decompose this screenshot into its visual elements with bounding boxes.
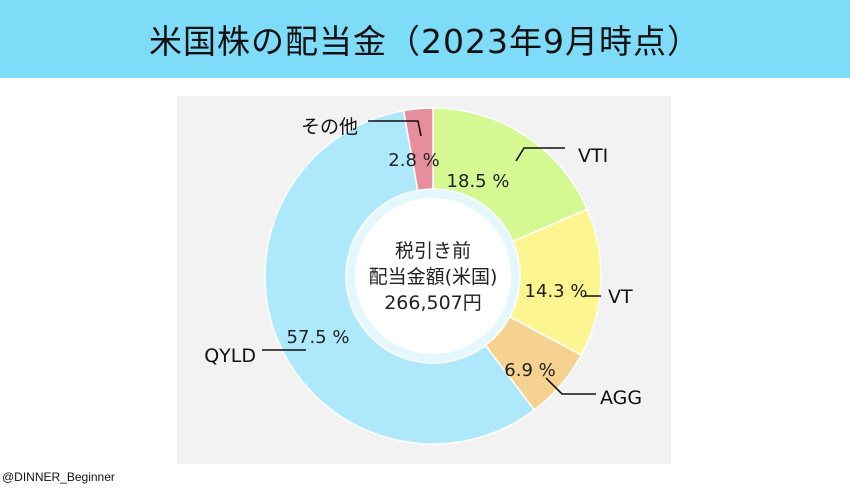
data-label-1: 18.5 % [447,171,510,192]
data-label-2: 14.3 % [525,281,588,302]
page-title: 米国株の配当金（2023年9月時点） [149,22,701,61]
leader-line-1 [515,147,565,162]
slice-name-4: QYLD [204,345,256,367]
center-label-line-3: 266,507円 [384,292,482,314]
data-label-3: 6.9 % [504,360,555,381]
center-label-line-1: 税引き前 [394,240,471,262]
slice-5 [402,107,434,192]
donut-center [355,198,511,354]
slice-name-1: VTI [578,145,608,167]
author-credit: @DINNER_Beginner [2,470,115,484]
leader-line-5 [368,120,422,137]
data-label-5: 2.8 % [388,150,439,171]
leader-line-3 [545,377,596,395]
slice-name-2: VT [608,286,633,308]
slice-1 [432,107,589,243]
slice-name-5: その他 [301,116,358,138]
slice-4 [264,109,536,445]
title-banner: 米国株の配当金（2023年9月時点） [0,0,850,78]
slice-name-3: AGG [600,387,642,409]
center-label-line-2: 配当金額(米国) [368,266,498,288]
data-label-4: 57.5 % [287,327,350,348]
center-label: 税引き前 配当金額(米国) 266,507円 [340,238,526,316]
